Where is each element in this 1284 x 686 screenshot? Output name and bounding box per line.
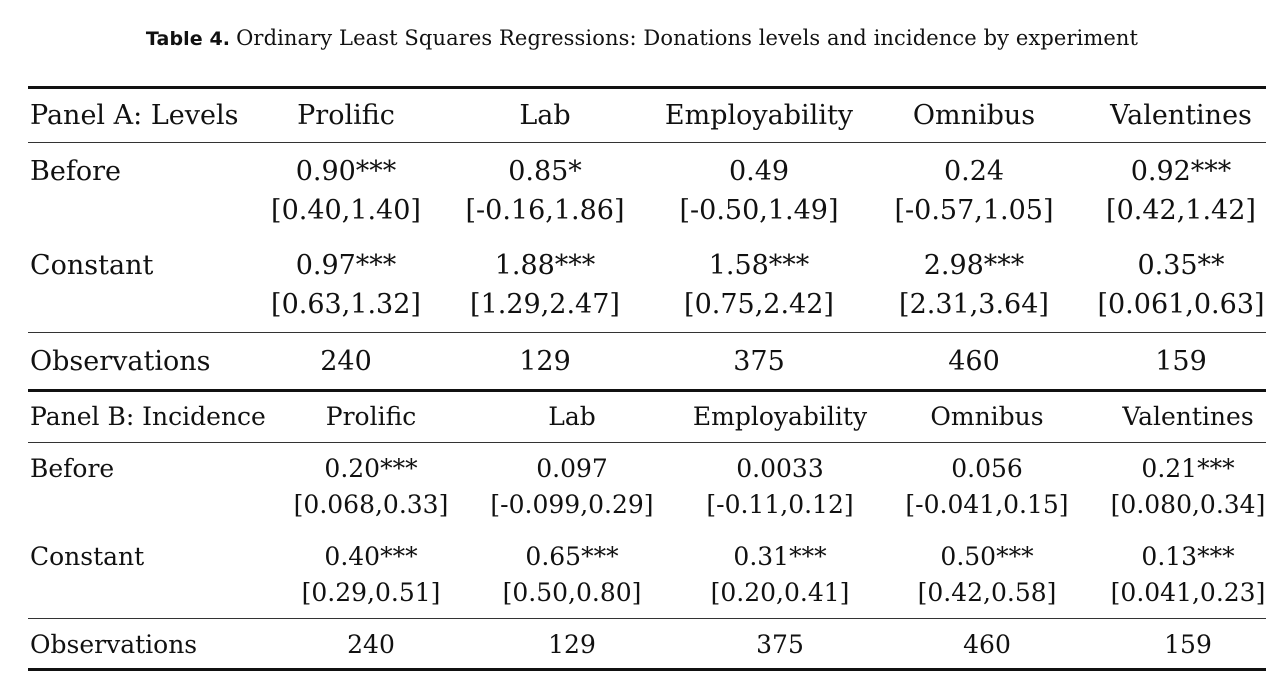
col-header-valentines: Valentines [1122,402,1254,431]
ci-cell: [0.42,0.58] [917,578,1057,607]
obs-cell: 129 [519,346,571,377]
ci-cell: [-0.11,0.12] [706,490,854,519]
obs-cell: 460 [963,630,1011,659]
obs-cell: 460 [948,346,1000,377]
ci-cell: [0.061,0.63] [1097,289,1265,320]
coef-cell: 0.50*** [940,542,1034,571]
ci-cell: [0.080,0.34] [1110,490,1266,519]
obs-cell: 375 [733,346,785,377]
ci-cell: [-0.50,1.49] [679,195,839,226]
ci-cell: [-0.099,0.29] [490,490,654,519]
caption-label: Table 4. [145,28,231,50]
row-label-constant: Constant [30,542,145,571]
ci-cell: [0.20,0.41] [710,578,850,607]
panel-a-header-rule [28,142,1266,143]
coef-cell: 0.24 [943,156,1005,187]
obs-cell: 159 [1164,630,1212,659]
col-header-lab: Lab [519,100,571,131]
ci-cell: [0.29,0.51] [301,578,441,607]
col-header-employability: Employability [664,100,854,131]
ci-cell: [0.75,2.42] [684,289,834,320]
panel-b-title: Panel B: Incidence [30,402,266,431]
coef-cell: 2.98*** [923,250,1025,281]
row-label-constant: Constant [30,250,154,281]
col-header-omnibus: Omnibus [912,100,1036,131]
ci-cell: [0.42,1.42] [1106,195,1256,226]
obs-cell: 240 [320,346,372,377]
ci-cell: [1.29,2.47] [470,289,620,320]
ci-cell: [-0.16,1.86] [465,195,625,226]
coef-cell: 0.85* [508,156,582,187]
table-caption: Table 4. Ordinary Least Squares Regressio… [0,26,1284,50]
col-header-prolific: Prolific [325,402,417,431]
coef-cell: 0.35** [1137,250,1225,281]
coef-cell: 0.92*** [1130,156,1232,187]
ci-cell: [0.63,1.32] [271,289,421,320]
caption-text: Ordinary Least Squares Regressions: Dona… [236,26,1139,50]
coef-cell: 0.056 [951,454,1023,483]
coef-cell: 1.88*** [494,250,596,281]
obs-cell: 159 [1155,346,1207,377]
bottom-rule [28,668,1266,671]
ci-cell: [-0.041,0.15] [905,490,1069,519]
col-header-lab: Lab [548,402,596,431]
coef-cell: 0.40*** [324,542,418,571]
coef-cell: 0.31*** [733,542,827,571]
panel-a-obs-rule [28,332,1266,333]
ci-cell: [0.041,0.23] [1110,578,1266,607]
ci-cell: [0.40,1.40] [271,195,421,226]
coef-cell: 1.58*** [708,250,810,281]
coef-cell: 0.90*** [295,156,397,187]
top-rule [28,86,1266,89]
coef-cell: 0.65*** [525,542,619,571]
panel-b-obs-rule [28,618,1266,619]
obs-cell: 240 [347,630,395,659]
obs-cell: 375 [756,630,804,659]
row-label-observations: Observations [30,346,211,377]
coef-cell: 0.097 [536,454,608,483]
col-header-omnibus: Omnibus [930,402,1044,431]
coef-cell: 0.49 [728,156,790,187]
row-label-before: Before [30,156,121,187]
ci-cell: [0.068,0.33] [293,490,449,519]
obs-cell: 129 [548,630,596,659]
panel-b-header-rule [28,442,1266,443]
ci-cell: [2.31,3.64] [899,289,1049,320]
coef-cell: 0.21*** [1141,454,1235,483]
ci-cell: [-0.57,1.05] [894,195,1054,226]
row-label-before: Before [30,454,115,483]
col-header-prolific: Prolific [297,100,395,131]
coef-cell: 0.20*** [324,454,418,483]
panel-separator-rule [28,389,1266,392]
col-header-employability: Employability [692,402,868,431]
panel-a-title: Panel A: Levels [30,100,239,131]
coef-cell: 0.13*** [1141,542,1235,571]
coef-cell: 0.0033 [736,454,824,483]
coef-cell: 0.97*** [295,250,397,281]
ci-cell: [0.50,0.80] [502,578,642,607]
row-label-observations: Observations [30,630,198,659]
col-header-valentines: Valentines [1110,100,1252,131]
